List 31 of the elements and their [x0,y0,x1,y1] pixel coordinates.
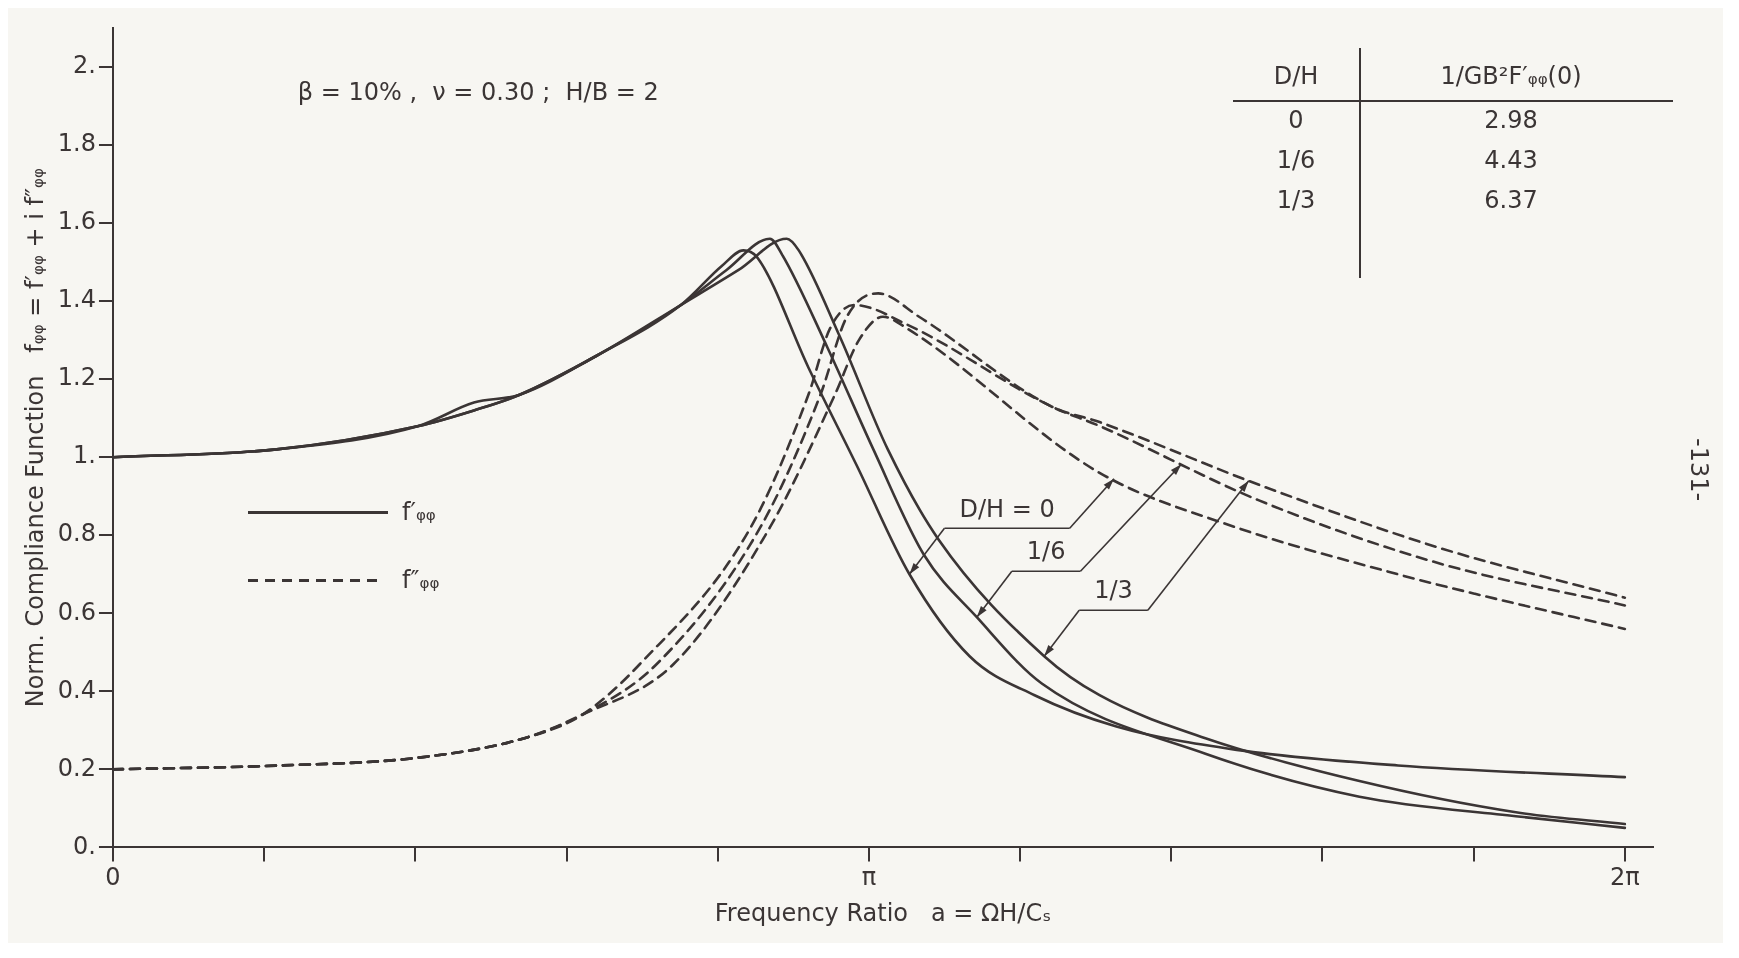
y-tick-label: 1.6 [57,207,96,236]
y-tick-label: 2. [73,51,96,80]
y-tick-label: 0.8 [57,519,96,548]
annotation: 4.43 [1483,145,1539,176]
y-axis-title: Norm. Compliance Function fᵩᵩ = f′ᵩᵩ + i f″ᵩᵩ [20,168,49,708]
text: -131- [1685,438,1713,502]
annotation: 1/6 [1275,145,1317,176]
y-tick-label: 0.2 [57,753,96,782]
y-tick-label: 1.8 [57,129,96,158]
annotation: D/H = 0 [959,494,1055,523]
annotation: 0 [1287,105,1305,136]
y-tick-label: 1. [73,441,96,470]
annotation: β = 10% , ν = 0.30 ; H/B = 2 [297,77,659,106]
annotation: 2.98 [1483,105,1539,136]
annotation: 1/3 [1275,185,1317,216]
x-tick-label: π [861,863,877,892]
x-axis-title: Frequency Ratio a = ΩH/Cₛ [714,898,1052,927]
x-tick-label: 0 [105,863,121,892]
legend-label: f″ᵩᵩ [402,566,440,594]
y-tick-label: 0. [73,831,96,860]
y-tick-label: 0.4 [57,675,96,704]
annotation: 1/6 [1026,537,1066,566]
text: f′ᵩᵩ [402,498,436,526]
y-tick-label: 0.6 [57,597,96,626]
annotation: 1/GB²F′ᵩᵩ(0) [1439,61,1583,92]
annotation: 1/3 [1094,576,1133,605]
annotation: D/H [1272,61,1320,92]
x-tick-label: 2π [1610,863,1640,892]
annotation: 6.37 [1483,185,1539,216]
y-tick-label: 1.2 [57,363,96,392]
y-tick-label: 1.4 [57,285,96,314]
